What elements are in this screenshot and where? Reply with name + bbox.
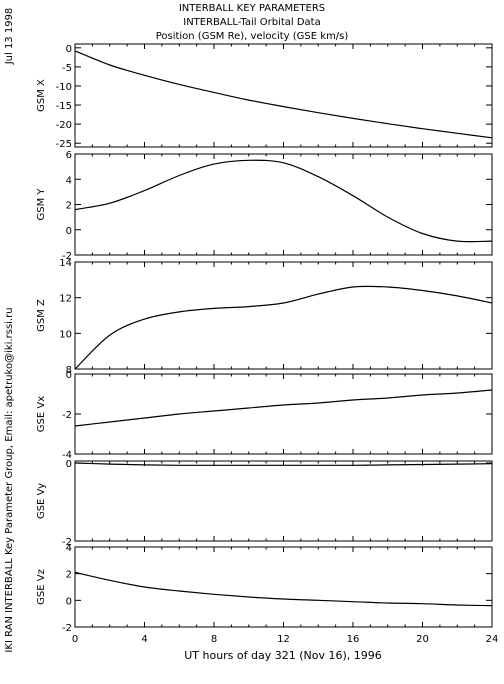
series-line-gsm-x: [74, 50, 493, 139]
y-tick-label: -25: [56, 139, 72, 150]
y-axis-label: GSE Vz: [36, 569, 47, 605]
panel-4: 0 -2 -4 GSE Vx: [36, 370, 493, 461]
y-tick-label: 0: [66, 226, 72, 237]
series-line-gse-vz: [74, 571, 493, 607]
y-axis-label: GSM Y: [36, 188, 47, 221]
panel-frame: [74, 373, 493, 455]
panel-3: 14 12 10 8 GSM Z: [36, 258, 493, 376]
y-tick-label: 14: [59, 258, 72, 269]
y-tick-label: 0: [66, 370, 72, 381]
panel-frame: [74, 43, 493, 148]
y-tick-label: 0: [66, 459, 72, 470]
y-tick-label: -10: [56, 82, 72, 93]
side-credit: IKI RAN INTERBALL Key Parameter Group, E…: [4, 307, 15, 652]
x-tick-label: 16: [347, 634, 360, 645]
x-tick-label: 8: [211, 634, 217, 645]
series-line-gse-vx: [74, 389, 493, 427]
series-line-gse-vy: [74, 462, 493, 466]
y-axis-label: GSE Vy: [36, 483, 47, 519]
panel-frame: [74, 546, 493, 628]
y-tick-label: -2: [62, 251, 72, 262]
y-tick-label: 10: [59, 329, 72, 340]
x-tick-label: 20: [416, 634, 429, 645]
panel-5: 0 -2 GSE Vy: [36, 459, 493, 548]
y-tick-label: 2: [66, 570, 72, 581]
x-axis-label: UT hours of day 321 (Nov 16), 1996: [184, 649, 382, 662]
y-tick-label: 2: [66, 201, 72, 212]
y-tick-label: -4: [62, 450, 72, 461]
y-axis-label: GSE Vx: [36, 396, 47, 432]
y-tick-label: 8: [66, 365, 72, 376]
y-tick-label: 4: [66, 175, 72, 186]
y-tick-label: -5: [62, 63, 72, 74]
panel-frame: [74, 261, 493, 370]
y-tick-label: -2: [62, 623, 72, 634]
date-stamp: Jul 13 1998: [4, 8, 15, 66]
y-tick-label: 12: [59, 294, 72, 305]
y-axis-label: GSM X: [36, 79, 47, 112]
chart-title-line-1: INTERBALL KEY PARAMETERS: [178, 3, 326, 14]
panel-frame: [74, 460, 493, 542]
series-line-gsm-z: [74, 285, 493, 370]
x-tick-label: 24: [486, 634, 499, 645]
x-tick-label: 12: [277, 634, 290, 645]
y-tick-label: -15: [56, 101, 72, 112]
y-tick-label: 4: [66, 543, 72, 554]
chart-title-line-3: Position (GSM Re), velocity (GSE km/s): [155, 31, 349, 42]
y-tick-label: 6: [66, 150, 72, 161]
series-line-gsm-y: [74, 159, 493, 243]
y-tick-label: -20: [56, 120, 72, 131]
y-tick-label: -2: [62, 537, 72, 548]
panel-1: 0 -5 -10 -15 -20 -25 GSM X: [36, 43, 493, 150]
panel-frame: [74, 153, 493, 256]
chart-title-line-2: INTERBALL-Tail Orbital Data: [183, 17, 321, 28]
y-axis-label: GSM Z: [36, 299, 47, 332]
x-tick-label: 0: [72, 634, 78, 645]
y-tick-label: 0: [66, 596, 72, 607]
y-tick-label: -2: [62, 410, 72, 421]
panel-2: 6 4 2 0 -2 GSM Y: [36, 150, 493, 262]
x-tick-label: 4: [141, 634, 147, 645]
y-tick-label: 0: [66, 44, 72, 55]
